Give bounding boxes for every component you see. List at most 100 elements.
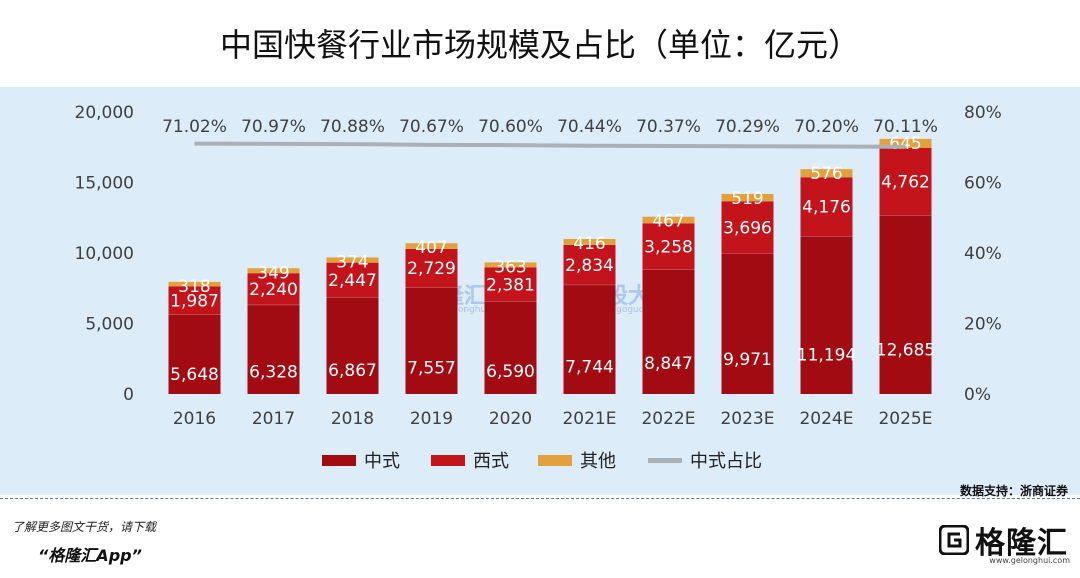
- data-label-other-2021E: 416: [573, 234, 605, 254]
- chart-title: 中国快餐行业市场规模及占比（单位：亿元）: [219, 26, 860, 64]
- data-label-chinese-2018: 6,867: [328, 361, 377, 381]
- footer-divider: [0, 498, 1080, 499]
- legend-label-2: 其他: [580, 451, 616, 472]
- data-label-western-2020: 2,381: [486, 275, 535, 295]
- brand-mark-icon: [939, 525, 969, 555]
- bar-chinese-2016: [168, 314, 221, 394]
- bar-other-2020: [484, 262, 537, 268]
- data-label-chinese-2020: 6,590: [486, 362, 535, 382]
- bar-chinese-2021E: [563, 284, 616, 394]
- bar-chinese-2018: [326, 297, 379, 394]
- x-tick-label-2023E: 2023E: [720, 409, 774, 429]
- share-label-2022E: 70.37%: [636, 117, 701, 137]
- bar-chinese-2022E: [642, 269, 695, 394]
- bar-other-2025E: [879, 138, 932, 148]
- data-label-other-2020: 363: [494, 257, 526, 277]
- bar-western-2023E: [721, 201, 774, 254]
- share-line: [194, 141, 906, 149]
- x-tick-label-2022E: 2022E: [641, 409, 695, 429]
- y-tick-label-10000: 10,000: [75, 244, 134, 264]
- y-tick-label-5000: 5,000: [85, 315, 134, 335]
- data-label-chinese-2021E: 7,744: [565, 358, 614, 378]
- data-label-other-2016: 318: [178, 277, 210, 297]
- brand-name: 格隆汇: [975, 526, 1068, 561]
- brand-url: www.gelonghui.com: [989, 556, 1070, 565]
- line-layer: 71.02% 70.97% 70.88% 70.67% 70.60% 70.44% 70.3…: [162, 117, 938, 149]
- data-label-western-2023E: 3,696: [723, 218, 772, 238]
- bar-chinese-2019: [405, 287, 458, 394]
- bar-other-2018: [326, 257, 379, 263]
- data-label-western-2018: 2,447: [328, 271, 377, 291]
- y-tick-label-15000: 15,000: [75, 174, 134, 194]
- bar-chinese-2020: [484, 301, 537, 394]
- legend-label-3: 中式占比: [690, 451, 762, 472]
- share-label-2020: 70.60%: [478, 117, 543, 137]
- share-label-2023E: 70.29%: [715, 117, 780, 137]
- bar-chinese-2024E: [800, 236, 853, 394]
- data-label-other-2019: 407: [415, 238, 447, 258]
- data-label-other-2017: 349: [257, 263, 289, 283]
- y2-tick-label-20: 20%: [964, 315, 1002, 335]
- data-label-chinese-2023E: 9,971: [723, 350, 772, 370]
- bar-chinese-2025E: [879, 215, 932, 394]
- data-label-western-2017: 2,240: [249, 280, 298, 300]
- x-tick-label-2021E: 2021E: [562, 409, 616, 429]
- data-label-other-2024E: 576: [810, 164, 842, 184]
- bar-western-2019: [405, 248, 458, 288]
- data-label-chinese-2019: 7,557: [407, 358, 456, 378]
- data-label-western-2022E: 3,258: [644, 237, 693, 257]
- share-label-2024E: 70.20%: [794, 117, 859, 137]
- share-label-2016: 71.02%: [162, 117, 227, 137]
- data-label-other-2025E: 645: [889, 134, 921, 154]
- bar-western-2016: [168, 286, 221, 315]
- bar-western-2024E: [800, 177, 853, 237]
- x-tick-label-2016: 2016: [173, 409, 216, 429]
- legend-layer: 中式 西式 其他 中式占比: [322, 451, 762, 472]
- y-tick-label-20000: 20,000: [75, 103, 134, 123]
- bar-western-2021E: [563, 244, 616, 285]
- y2-tick-label-0: 0%: [964, 385, 991, 405]
- share-label-2018: 70.88%: [320, 117, 385, 137]
- legend-swatch-1: [431, 455, 465, 466]
- bar-other-2019: [405, 243, 458, 249]
- axis-layer: 2016 2017 2018 2019 2020 2021E 2022E 2023E 2024E…: [75, 103, 1002, 429]
- promo-line-1: 了解更多图文干货，请下载: [12, 520, 157, 534]
- legend-swatch-2: [538, 455, 572, 466]
- data-label-western-2019: 2,729: [407, 259, 456, 279]
- bar-other-2023E: [721, 193, 774, 202]
- data-label-other-2022E: 467: [652, 212, 684, 232]
- data-label-chinese-2016: 5,648: [170, 365, 219, 385]
- x-tick-label-2017: 2017: [252, 409, 295, 429]
- bar-other-2022E: [642, 216, 695, 224]
- legend-label-1: 西式: [473, 451, 509, 472]
- bar-other-2017: [247, 268, 300, 274]
- y-tick-label-0: 0: [123, 385, 134, 405]
- legend-swatch-0: [322, 455, 356, 466]
- source-note: 数据支持：浙商证券: [959, 484, 1068, 498]
- bar-western-2020: [484, 267, 537, 302]
- data-label-chinese-2017: 6,328: [249, 363, 298, 383]
- bar-chinese-2023E: [721, 253, 774, 394]
- bar-other-2016: [168, 281, 221, 287]
- x-tick-label-2024E: 2024E: [799, 409, 853, 429]
- y2-tick-label-60: 60%: [964, 174, 1002, 194]
- data-label-western-2024E: 4,176: [802, 198, 851, 218]
- x-tick-label-2018: 2018: [331, 409, 374, 429]
- data-label-western-2021E: 2,834: [565, 256, 614, 276]
- share-label-2025E: 70.11%: [873, 117, 938, 137]
- legend-label-0: 中式: [364, 451, 400, 472]
- legend-swatch-3: [648, 458, 682, 463]
- share-label-2017: 70.97%: [241, 117, 306, 137]
- y2-tick-label-80: 80%: [964, 103, 1002, 123]
- bar-chinese-2017: [247, 304, 300, 394]
- bar-western-2025E: [879, 147, 932, 216]
- data-label-other-2023E: 519: [731, 189, 763, 209]
- data-label-western-2025E: 4,762: [881, 173, 930, 193]
- x-tick-label-2025E: 2025E: [878, 409, 932, 429]
- bar-other-2024E: [800, 169, 853, 178]
- bar-western-2018: [326, 262, 379, 298]
- data-label-chinese-2024E: 11,194: [797, 346, 856, 366]
- data-label-chinese-2022E: 8,847: [644, 354, 693, 374]
- promo-line-2: “格隆汇App”: [38, 546, 142, 565]
